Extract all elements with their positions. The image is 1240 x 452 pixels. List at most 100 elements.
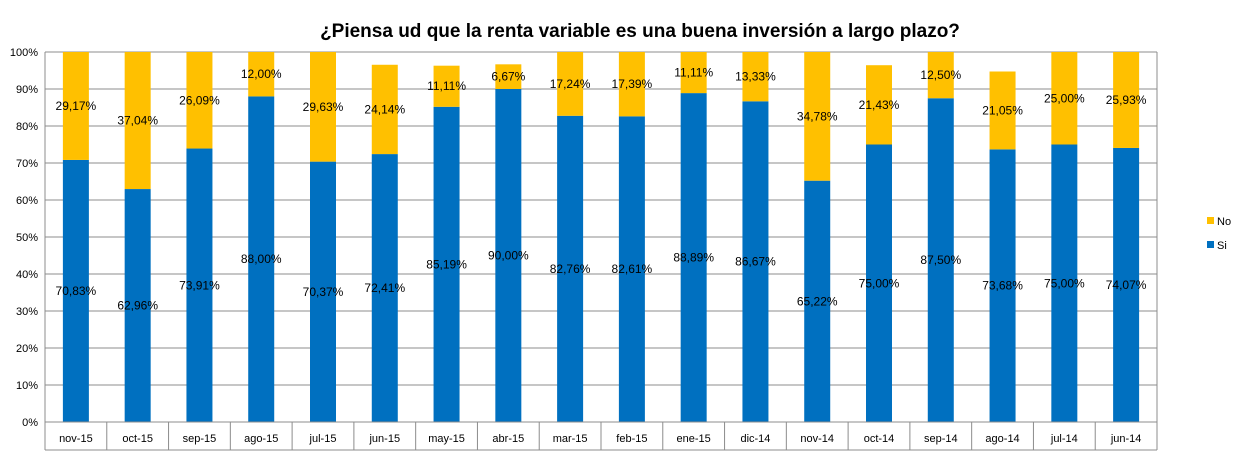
y-tick-label: 80%: [16, 121, 38, 133]
gridlines: [45, 51, 1157, 423]
data-label-si: 72,41%: [364, 281, 405, 295]
y-tick-label: 40%: [16, 269, 38, 281]
chart-title: ¿Piensa ud que la renta variable es una …: [320, 21, 960, 42]
x-tick-label: feb-15: [616, 433, 647, 445]
data-label-si: 62,96%: [117, 299, 158, 313]
legend-swatch-no: [1207, 217, 1214, 224]
legend: No Si: [1207, 216, 1231, 252]
data-label-si: 73,68%: [982, 279, 1023, 293]
y-tick-label: 50%: [16, 232, 38, 244]
bar-no: [557, 52, 584, 116]
y-tick-label: 20%: [16, 343, 38, 355]
data-label-si: 85,19%: [426, 257, 467, 271]
bar-si: [124, 189, 151, 422]
bar-no: [804, 52, 831, 181]
data-label-no: 6,67%: [491, 70, 525, 84]
data-label-no: 13,33%: [735, 70, 776, 84]
data-label-no: 37,04%: [117, 114, 158, 128]
bar-no: [371, 64, 398, 155]
y-tick-label: 60%: [16, 195, 38, 207]
bar-si: [1051, 144, 1078, 422]
data-label-si: 88,89%: [673, 251, 714, 265]
data-label-no: 25,00%: [1044, 91, 1085, 105]
y-tick-label: 100%: [10, 47, 38, 59]
x-tick-label: oct-14: [864, 433, 895, 445]
bar-no: [433, 65, 460, 107]
y-tick-label: 10%: [16, 380, 38, 392]
bar-si: [618, 116, 645, 422]
x-tick-label: nov-14: [800, 433, 834, 445]
data-label-si: 70,37%: [303, 285, 344, 299]
x-tick-label: may-15: [428, 433, 465, 445]
data-label-no: 25,93%: [1106, 93, 1147, 107]
bar-si: [557, 115, 584, 423]
x-tick-label: dic-14: [740, 433, 770, 445]
bar-si: [186, 148, 213, 422]
data-label-no: 26,09%: [179, 93, 220, 107]
data-label-si: 90,00%: [488, 249, 529, 263]
data-label-no: 17,39%: [612, 77, 653, 91]
y-tick-label: 70%: [16, 158, 38, 170]
legend-label-no: No: [1217, 216, 1231, 228]
data-label-si: 75,00%: [1044, 276, 1085, 290]
bar-si: [989, 149, 1016, 422]
bar-si: [248, 96, 275, 423]
data-label-no: 21,43%: [859, 98, 900, 112]
data-label-si: 88,00%: [241, 252, 282, 266]
data-label-no: 34,78%: [797, 109, 838, 123]
bar-no: [680, 52, 707, 94]
data-label-si: 82,76%: [550, 262, 591, 276]
y-axis: 0% 10% 20% 30% 40% 50% 60% 70% 80% 90% 100%: [10, 47, 1158, 429]
legend-label-si: Si: [1217, 240, 1227, 252]
x-axis: nov-15 oct-15 sep-15 ago-15 jul-15 jun-15 may-…: [44, 421, 1158, 451]
bar-no: [62, 52, 89, 160]
bar-no: [310, 52, 336, 162]
bar-no: [989, 71, 1016, 150]
bar-si: [371, 154, 398, 422]
x-tick-label: abr-15: [492, 433, 524, 445]
bar-no: [186, 52, 213, 149]
data-label-si: 87,50%: [920, 253, 961, 267]
data-label-no: 24,14%: [364, 102, 405, 116]
bar-no: [1051, 52, 1078, 145]
data-label-no: 21,05%: [982, 103, 1023, 117]
x-tick-label: jun-14: [1110, 433, 1142, 445]
x-tick-label: sep-15: [183, 433, 217, 445]
x-tick-label: ago-14: [985, 433, 1019, 445]
bar-no: [248, 52, 275, 97]
data-label-si: 74,07%: [1106, 278, 1147, 292]
legend-swatch-si: [1207, 241, 1214, 248]
data-label-si: 82,61%: [612, 262, 653, 276]
bars: [62, 52, 1140, 423]
x-tick-label: sep-14: [924, 433, 958, 445]
data-label-si: 86,67%: [735, 255, 776, 269]
bar-si: [804, 180, 831, 422]
bar-si: [495, 89, 522, 422]
bar-si: [310, 161, 336, 423]
bar-si: [1113, 147, 1140, 423]
data-label-no: 12,50%: [920, 68, 961, 82]
bar-si: [680, 93, 707, 423]
bar-si: [433, 106, 460, 422]
x-tick-label: nov-15: [59, 433, 93, 445]
data-label-si: 70,83%: [56, 284, 97, 298]
x-tick-label: ene-15: [677, 433, 711, 445]
data-label-no: 11,11%: [674, 66, 713, 80]
x-tick-label: jul-15: [309, 433, 337, 445]
bar-si: [62, 159, 89, 422]
data-label-si: 65,22%: [797, 294, 838, 308]
y-tick-label: 30%: [16, 306, 38, 318]
bar-si: [866, 144, 892, 422]
x-tick-label: mar-15: [553, 433, 588, 445]
y-tick-label: 90%: [16, 84, 38, 96]
bar-no: [124, 52, 151, 190]
bar-no: [618, 52, 645, 117]
bar-no: [742, 52, 769, 102]
y-tick-label: 0%: [22, 417, 38, 429]
bar-no: [1113, 52, 1140, 148]
data-labels: 70,83% 29,17% 62,96% 37,04% 73,91% 26,09% 88,0…: [56, 66, 1147, 313]
data-label-no: 11,11%: [427, 79, 466, 93]
x-tick-label: jul-14: [1050, 433, 1078, 445]
data-label-no: 17,24%: [550, 77, 591, 91]
